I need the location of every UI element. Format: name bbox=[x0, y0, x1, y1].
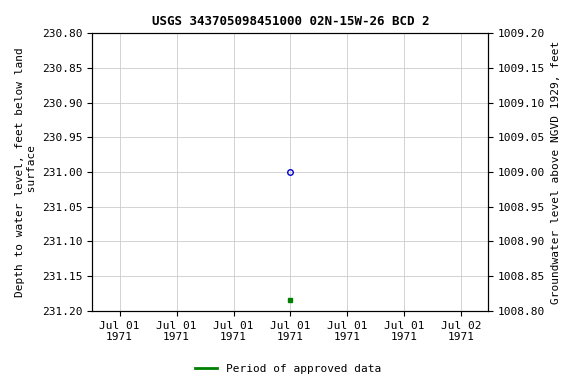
Title: USGS 343705098451000 02N-15W-26 BCD 2: USGS 343705098451000 02N-15W-26 BCD 2 bbox=[151, 15, 429, 28]
Legend: Period of approved data: Period of approved data bbox=[191, 359, 385, 379]
Y-axis label: Groundwater level above NGVD 1929, feet: Groundwater level above NGVD 1929, feet bbox=[551, 40, 561, 304]
Y-axis label: Depth to water level, feet below land
 surface: Depth to water level, feet below land su… bbox=[15, 47, 37, 297]
